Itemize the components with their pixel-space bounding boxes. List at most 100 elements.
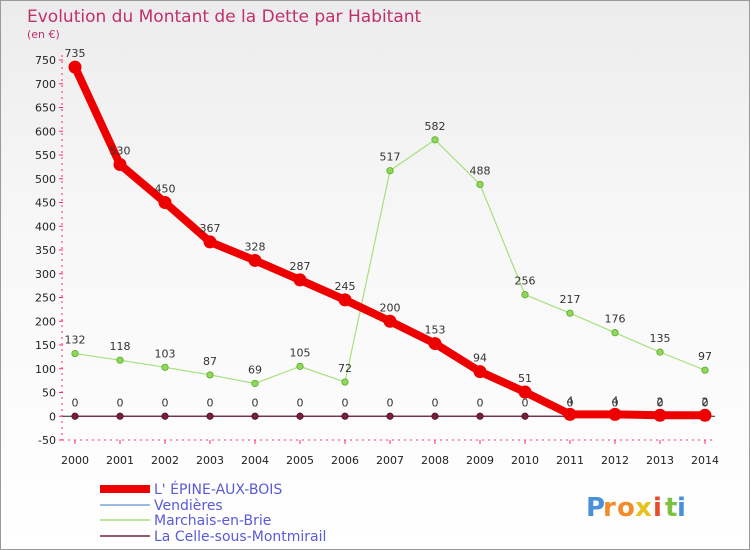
y-tick-label: 50 — [42, 387, 56, 400]
y-tick-label: 100 — [35, 363, 56, 376]
data-point — [71, 412, 79, 420]
data-point — [566, 309, 574, 317]
data-point — [161, 412, 169, 420]
x-tick-label: 2007 — [376, 454, 404, 467]
data-label: 530 — [110, 145, 131, 158]
logo-letter: i — [653, 493, 662, 523]
data-label: 4 — [567, 394, 574, 407]
proxiti-logo: Pr o x i t i — [586, 493, 686, 523]
x-tick-label: 2010 — [511, 454, 539, 467]
data-point — [521, 291, 529, 299]
legend: L' ÉPINE-AUX-BOISVendièresMarchais-en-Br… — [100, 481, 326, 545]
legend-label: La Celle-sous-Montmirail — [154, 529, 326, 545]
data-label: 256 — [515, 275, 536, 288]
data-label: 69 — [248, 363, 262, 376]
data-point — [206, 412, 214, 420]
data-label: 0 — [702, 396, 709, 409]
data-label: 0 — [657, 396, 664, 409]
data-label: 450 — [155, 183, 176, 196]
data-point — [248, 253, 262, 267]
x-tick-label: 2006 — [331, 454, 359, 467]
data-point — [293, 273, 307, 287]
data-label: 94 — [473, 352, 487, 365]
data-label: 4 — [612, 394, 619, 407]
logo-letter: t — [665, 493, 677, 523]
logo-letter: P — [586, 493, 605, 523]
y-tick-label: 700 — [35, 78, 56, 91]
legend-label: Marchais-en-Brie — [154, 513, 271, 529]
x-tick-label: 2011 — [556, 454, 584, 467]
data-point — [701, 366, 709, 374]
x-tick-label: 2012 — [601, 454, 629, 467]
data-point — [653, 408, 667, 422]
data-label: 0 — [162, 396, 169, 409]
data-point — [296, 362, 304, 370]
y-tick-label: 300 — [35, 268, 56, 281]
data-label: 118 — [110, 340, 131, 353]
y-tick-label: 500 — [35, 173, 56, 186]
y-tick-label: 350 — [35, 244, 56, 257]
x-tick-label: 2003 — [196, 454, 224, 467]
data-label: 245 — [335, 280, 356, 293]
data-point — [251, 412, 259, 420]
data-labels: 132 118 103 87 69 105 72 517 582 488 256 217 176 135 9… — [65, 47, 713, 409]
data-label: 135 — [650, 332, 671, 345]
data-label: 0 — [117, 396, 124, 409]
data-label: 0 — [207, 396, 214, 409]
y-tick-label: 250 — [35, 292, 56, 305]
data-label: 87 — [203, 355, 217, 368]
data-point — [341, 378, 349, 386]
data-point — [431, 412, 439, 420]
y-tick-label: 0 — [49, 410, 56, 423]
y-tick-label: 650 — [35, 102, 56, 115]
chart-title: Evolution du Montant de la Dette par Hab… — [27, 7, 422, 27]
data-point — [428, 337, 442, 351]
data-label: 0 — [252, 396, 259, 409]
x-tick-label: 2000 — [61, 454, 89, 467]
data-point — [206, 371, 214, 379]
data-point — [116, 356, 124, 364]
data-point — [611, 329, 619, 337]
y-tick-label: 400 — [35, 220, 56, 233]
data-label: 367 — [200, 222, 221, 235]
data-label: 0 — [522, 396, 529, 409]
data-point — [431, 136, 439, 144]
data-point — [386, 412, 394, 420]
y-tick-label: 450 — [35, 197, 56, 210]
data-label: 0 — [612, 396, 619, 409]
x-tick-label: 2013 — [646, 454, 674, 467]
logo-letter: o — [617, 493, 635, 523]
data-label: 103 — [155, 347, 176, 360]
data-point — [68, 60, 82, 74]
data-point — [473, 365, 487, 379]
data-point — [521, 412, 529, 420]
data-label: 51 — [518, 372, 532, 385]
data-label: 2 — [657, 395, 664, 408]
data-label: 200 — [380, 301, 401, 314]
data-point — [116, 412, 124, 420]
data-point — [383, 314, 397, 328]
x-tick-label: 2009 — [466, 454, 494, 467]
data-point — [341, 412, 349, 420]
data-point — [71, 349, 79, 358]
data-point — [113, 158, 127, 171]
data-label: 0 — [342, 396, 349, 409]
data-point — [518, 385, 532, 399]
data-point — [203, 235, 217, 249]
x-tick-label: 2008 — [421, 454, 449, 467]
data-point — [563, 407, 577, 421]
data-label: 0 — [72, 396, 79, 409]
data-label: 0 — [297, 396, 304, 409]
data-point — [698, 408, 712, 422]
data-point — [338, 293, 352, 307]
data-label: 328 — [245, 240, 266, 253]
x-tick-label: 2005 — [286, 454, 314, 467]
data-label: 176 — [605, 313, 626, 326]
data-label: 0 — [567, 396, 574, 409]
data-label: 2 — [702, 395, 709, 408]
x-tick-label: 2004 — [241, 454, 269, 467]
data-label: 517 — [380, 151, 401, 164]
logo-letter: r — [603, 493, 616, 523]
logo-letter: i — [677, 493, 686, 523]
